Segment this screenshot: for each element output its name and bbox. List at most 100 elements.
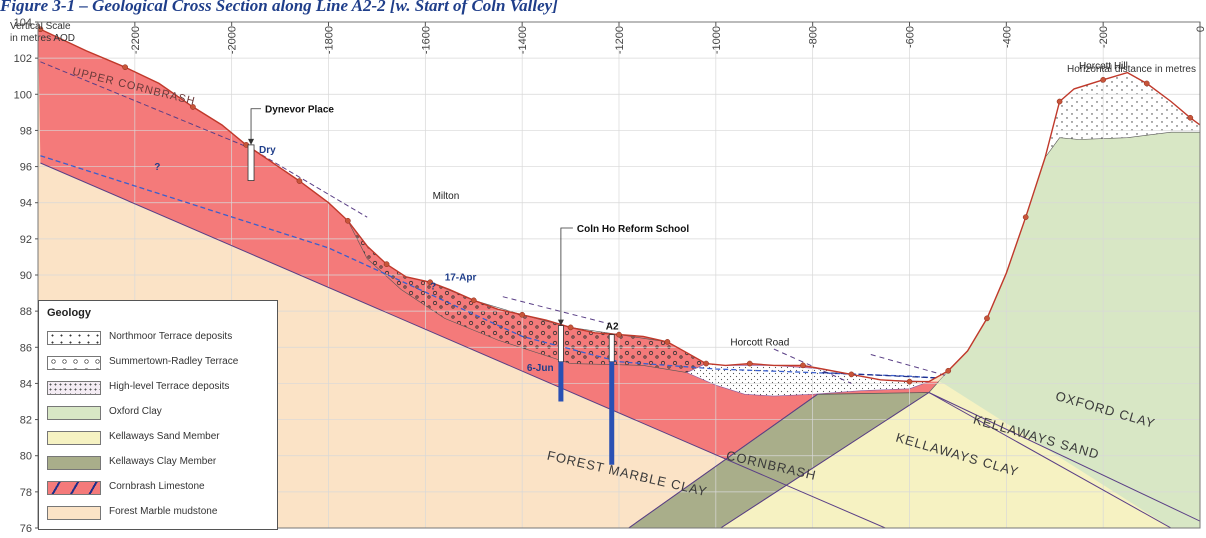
x-tick-label-11: 0 [1195, 26, 1206, 32]
x-tick-label-2: -1800 [324, 26, 336, 54]
borehole-leader-1 [560, 227, 573, 324]
ground-point-14 [427, 279, 434, 286]
legend-item: Oxford Clay [47, 404, 273, 422]
y-tick-label-12: 100 [14, 89, 32, 101]
legend-swatch [47, 456, 101, 470]
ground-point-26 [703, 360, 710, 367]
y-tick-label-13: 102 [14, 53, 32, 65]
y-tick-label-11: 98 [20, 125, 32, 137]
x-tick-label-4: -1400 [517, 26, 529, 54]
annotation-5: ? [430, 281, 436, 292]
legend-swatch [47, 331, 101, 345]
y-tick-label-14: 104 [14, 17, 32, 29]
stratum-oxford-clay [938, 132, 1200, 528]
y-tick-label-1: 78 [20, 487, 32, 499]
profile-lines [38, 26, 1200, 528]
legend-label: Cornbrash Limestone [109, 481, 205, 492]
ground-point-0 [38, 26, 44, 33]
ground-point-40 [1022, 214, 1029, 221]
ground-point-2 [122, 64, 129, 71]
y-axis-label-line1: Vertical Scale [10, 21, 71, 32]
y-tick-label-6: 88 [20, 306, 32, 318]
x-axis-label: Horizontal distance in metres [1067, 64, 1196, 75]
y-tick-label-4: 84 [20, 378, 32, 390]
borehole-name-2: A2 [606, 322, 619, 333]
borehole-name-0: Dynevor Place [265, 105, 334, 116]
annotation-0: Milton [433, 191, 460, 202]
x-tick-label-9: -400 [1001, 26, 1013, 48]
annotation-3: Horcott Hill [1079, 61, 1128, 72]
legend-item: Cornbrash Limestone [47, 479, 273, 497]
y-axis-label-line2: in metres AOD [10, 33, 75, 44]
formation-boundary-4 [928, 392, 1172, 528]
ground-point-42 [1056, 98, 1063, 105]
ground-point-32 [848, 371, 855, 378]
legend-swatch [47, 406, 101, 420]
ground-point-8 [296, 178, 303, 184]
water-table-line [40, 155, 939, 379]
dashed-boundary-east [870, 354, 949, 377]
legend-item: High-level Terrace deposits [47, 379, 273, 397]
legend-label: Forest Marble mudstone [109, 506, 218, 517]
ground-point-22 [616, 331, 622, 338]
y-tick-label-7: 90 [20, 270, 32, 282]
borehole-arrow-1 [557, 319, 564, 326]
ground-point-38 [984, 315, 990, 322]
ground-point-4 [190, 104, 196, 110]
ground-surface-line [40, 28, 1200, 383]
borehole-1 [558, 361, 564, 402]
y-tick-label-10: 96 [20, 162, 32, 174]
dashed-boundary-school [502, 296, 610, 325]
ground-point-48 [1187, 114, 1194, 121]
legend-item: Northmoor Terrace deposits [47, 329, 273, 347]
ground-point-34 [906, 378, 913, 385]
borehole-water-label-0: Dry [259, 145, 276, 156]
ground-point-44 [1100, 76, 1107, 83]
legend-swatch [47, 506, 101, 520]
x-tick-label-5: -1200 [614, 26, 626, 54]
formation-boundary-2 [720, 392, 930, 528]
legend-label: Summertown-Radley Terrace [109, 356, 239, 367]
y-tick-label-8: 92 [20, 234, 32, 246]
stratum-cornbrash [38, 22, 939, 528]
ground-point-36 [945, 367, 952, 374]
ground-point-30 [800, 362, 806, 369]
borehole-water-label-1: 6-Jun [527, 363, 554, 374]
legend-label: Kellaways Clay Member [109, 456, 217, 467]
ground-point-10 [345, 217, 351, 224]
geology-legend: Geology Northmoor Terrace deposits Summer… [38, 300, 278, 530]
legend-label: Oxford Clay [109, 406, 162, 417]
ground-point-12 [383, 261, 390, 268]
x-tick-label-7: -800 [808, 26, 820, 48]
ground-point-24 [664, 339, 671, 345]
water-table-east [822, 372, 939, 379]
x-tick-label-3: -1600 [420, 26, 432, 54]
legend-label: Northmoor Terrace deposits [109, 331, 233, 342]
borehole-casing-1 [558, 325, 564, 363]
x-tick-label-10: -200 [1098, 26, 1110, 48]
ground-point-20 [567, 324, 574, 331]
legend-swatch [47, 431, 101, 445]
annotation-1: 17-Apr [445, 272, 477, 283]
legend-item: Kellaways Sand Member [47, 429, 273, 447]
y-tick-label-9: 94 [20, 198, 32, 210]
borehole-leader-0 [250, 108, 262, 143]
x-tick-label-6: -1000 [711, 26, 723, 54]
legend-label: Kellaways Sand Member [109, 431, 220, 442]
borehole-arrow-0 [248, 138, 255, 145]
borehole-name-1: Coln Ho Reform School [577, 224, 689, 235]
formation-boundary-0 [40, 162, 886, 528]
figure-title: Figure 3-1 – Geological Cross Section al… [0, 0, 558, 15]
legend-item: Kellaways Clay Member [47, 454, 273, 472]
legend-label: High-level Terrace deposits [109, 381, 230, 392]
x-tick-label-0: -2200 [130, 26, 142, 54]
legend-title: Geology [47, 307, 92, 319]
legend-swatch [47, 381, 101, 395]
x-tick-label-8: -600 [905, 26, 917, 48]
annotation-4: ? [154, 162, 160, 173]
legend-swatch [47, 356, 101, 370]
y-tick-label-5: 86 [20, 342, 32, 354]
legend-item: Summertown-Radley Terrace [47, 354, 273, 372]
legend-swatch [47, 481, 101, 495]
